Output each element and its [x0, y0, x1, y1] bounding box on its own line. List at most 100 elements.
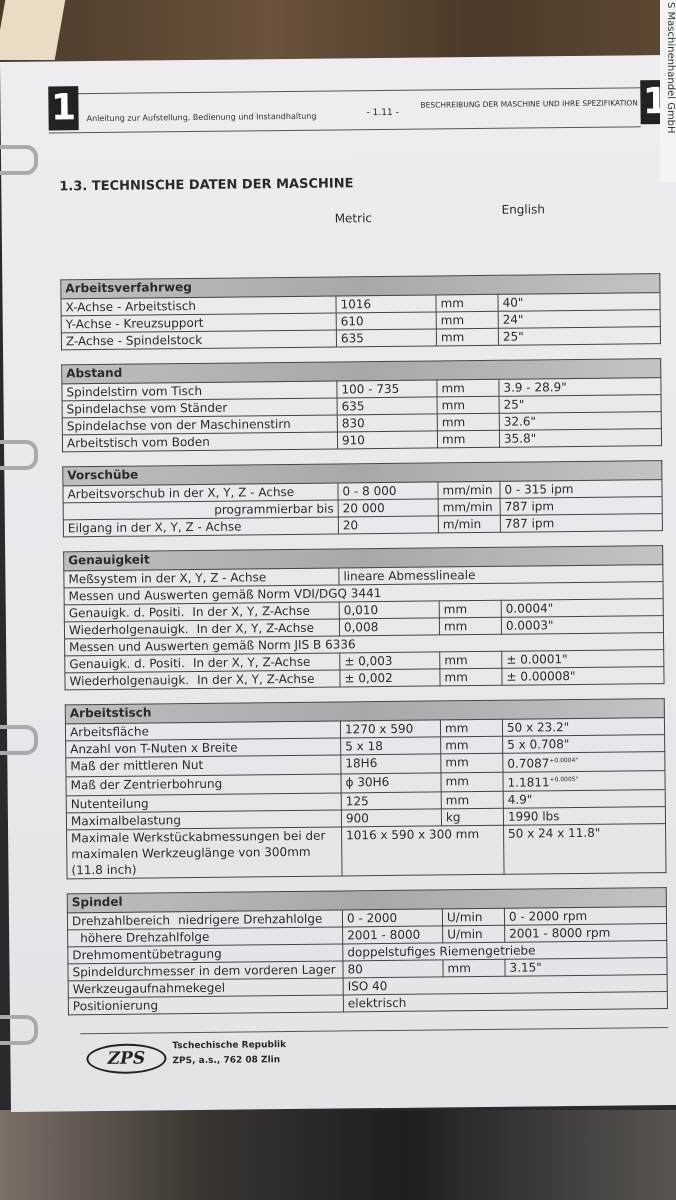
- english-text: 0.0004": [505, 601, 554, 616]
- english-text: 4.9": [507, 792, 533, 807]
- english-text: ± 0.00008": [506, 669, 576, 684]
- footer-country: Tschechische Republik: [172, 1040, 287, 1052]
- sub-label: In der X, Y, Z-Achse: [192, 603, 310, 620]
- english-value: 24": [498, 309, 661, 329]
- english-text: ± 0.0001": [506, 652, 568, 667]
- spec-table: Arbeitsverfahrweg X-Achse - Arbeitstisch 1…: [60, 273, 661, 350]
- header-right-text: BESCHREIBUNG DER MASCHINE UND IHRE SPEZI…: [420, 98, 638, 110]
- english-value: 787 ipm: [500, 513, 663, 533]
- english-value: 787 ipm: [500, 496, 663, 516]
- label-text: Z-Achse - Spindelstock: [65, 332, 203, 349]
- spec-tables: Arbeitsverfahrweg X-Achse - Arbeitstisch 1…: [60, 273, 669, 1081]
- label-text: Maximalbelastung: [70, 813, 182, 829]
- metric-value: 1016: [335, 294, 437, 313]
- metric-value: 0,008: [339, 617, 440, 636]
- label-text: Maß der mittleren Nut: [70, 757, 204, 774]
- english-text: 0 - 2000 rpm: [508, 908, 588, 924]
- english-text: 1.1811: [507, 775, 550, 790]
- english-text: 0 - 315 ipm: [504, 482, 574, 497]
- english-text: 787 ipm: [504, 516, 555, 531]
- row-label: Spindeldurchmesser in dem vorderen Lager: [67, 960, 344, 981]
- label-text: Spindelstirn vom Tisch: [66, 383, 203, 400]
- page-header: 1 Anleitung zur Aufstellung, Bedienung u…: [48, 79, 671, 134]
- metric-value: 125: [341, 791, 442, 810]
- metric-value: 830: [337, 413, 438, 432]
- english-text: 2001 - 8000 rpm: [509, 925, 611, 941]
- english-text: 32.6": [503, 414, 537, 429]
- sub-label: höhere Drehzahlfolge: [80, 929, 210, 946]
- label-text: Genauigk. d. Positi.: [69, 656, 186, 672]
- unit: mm/min: [437, 481, 501, 499]
- row-label: Z-Achse - Spindelstock: [61, 329, 337, 350]
- english-value: ± 0.00008": [501, 666, 665, 686]
- english-value: 32.6": [499, 411, 662, 431]
- english-value: 0.7087+0.0004": [502, 751, 665, 773]
- unit: mm: [440, 736, 503, 754]
- label-text: Arbeitsvorschub in der X, Y, Z - Achse: [67, 484, 295, 502]
- label-text: Messen und Auswerten gemäß Norm VDI/DGQ …: [68, 586, 382, 604]
- unit: kg: [441, 808, 504, 826]
- metric-value: 20 000: [338, 498, 439, 517]
- metric-value: 0 - 2000: [342, 908, 443, 927]
- english-text: 25": [502, 329, 524, 344]
- row-label: Maximale Werkstückabmessungen bei der ma…: [66, 826, 343, 879]
- tolerance: +0.0005": [549, 775, 579, 784]
- english-value: 0.0003": [501, 615, 664, 635]
- english-value: 25": [498, 326, 661, 346]
- metric-value: 610: [336, 311, 437, 330]
- label-text: Drehzahlbereich: [71, 913, 171, 929]
- column-metric: Metric: [334, 211, 373, 226]
- english-value: 4.9": [503, 789, 666, 809]
- english-value: 40": [497, 292, 661, 312]
- label-text: Nutenteilung: [70, 796, 149, 812]
- unit: U/min: [442, 908, 505, 926]
- metric-value: 1270 x 590: [340, 719, 441, 738]
- watermark: S Maschinenhandel GmbH: [660, 0, 676, 182]
- label-text: Maß der Zentrierbohrung: [70, 776, 223, 793]
- chapter-number: 1: [48, 86, 79, 131]
- metric-value: elektrisch: [343, 991, 668, 1012]
- english-value: 50 x 23.2": [502, 717, 665, 737]
- english-value: 0 - 315 ipm: [499, 479, 663, 499]
- sub-label: In der X, Y, Z-Achse: [192, 654, 311, 671]
- unit: mm: [440, 719, 503, 737]
- row-label: programmierbar bis: [63, 499, 339, 520]
- unit: mm: [437, 396, 500, 414]
- unit: mm: [442, 959, 506, 977]
- english-value: 3.9 - 28.9": [498, 377, 662, 397]
- english-text: 40": [502, 295, 524, 310]
- label-text: Arbeitsfläche: [69, 724, 150, 740]
- unit: mm: [439, 668, 503, 686]
- english-text: 5 x 0.708": [507, 737, 570, 752]
- unit: mm: [440, 772, 504, 792]
- label-text: Meßsystem in der X, Y, Z - Achse: [68, 570, 267, 587]
- english-text: 3.9 - 28.9": [503, 380, 567, 395]
- english-text: 24": [502, 312, 524, 327]
- label-text: Spindelachse vom Ständer: [66, 400, 228, 417]
- label-text: Drehmomentübetragung: [72, 946, 222, 963]
- page-number: - 1.11 -: [366, 107, 399, 119]
- unit: mm: [437, 413, 500, 431]
- english-value: 0 - 2000 rpm: [504, 906, 667, 926]
- english-value: 2001 - 8000 rpm: [504, 923, 667, 943]
- label-text: X-Achse - Arbeitstisch: [65, 298, 197, 315]
- ring-icon: [0, 440, 38, 470]
- english-text: 25": [503, 397, 525, 412]
- label-text: Arbeitstisch vom Boden: [66, 434, 210, 451]
- unit: mm: [440, 753, 503, 773]
- background-floor: [0, 1110, 676, 1200]
- label-text: Wiederholgenauigk.: [68, 622, 189, 638]
- english-text: 50 x 24 x 11.8": [508, 825, 601, 841]
- metric-value: 0,010: [339, 600, 440, 619]
- english-value: 3.15": [504, 957, 668, 977]
- spec-table: Genauigkeit Meßsystem in der X, Y, Z - Ac…: [63, 545, 665, 690]
- english-text: 3.15": [509, 960, 542, 975]
- label-text: Werkzeugaufnahmekegel: [72, 980, 226, 997]
- zps-logo: ZPS: [86, 1043, 167, 1075]
- english-text: 35.8": [503, 431, 537, 446]
- label-text: Anzahl von T-Nuten x Breite: [70, 740, 238, 757]
- sub-label: niedrigere Drehzahlolge: [178, 911, 323, 928]
- label-text: Y-Achse - Kreuzsupport: [65, 315, 204, 332]
- ring-icon: [0, 1015, 38, 1045]
- ring-icon: [0, 145, 38, 175]
